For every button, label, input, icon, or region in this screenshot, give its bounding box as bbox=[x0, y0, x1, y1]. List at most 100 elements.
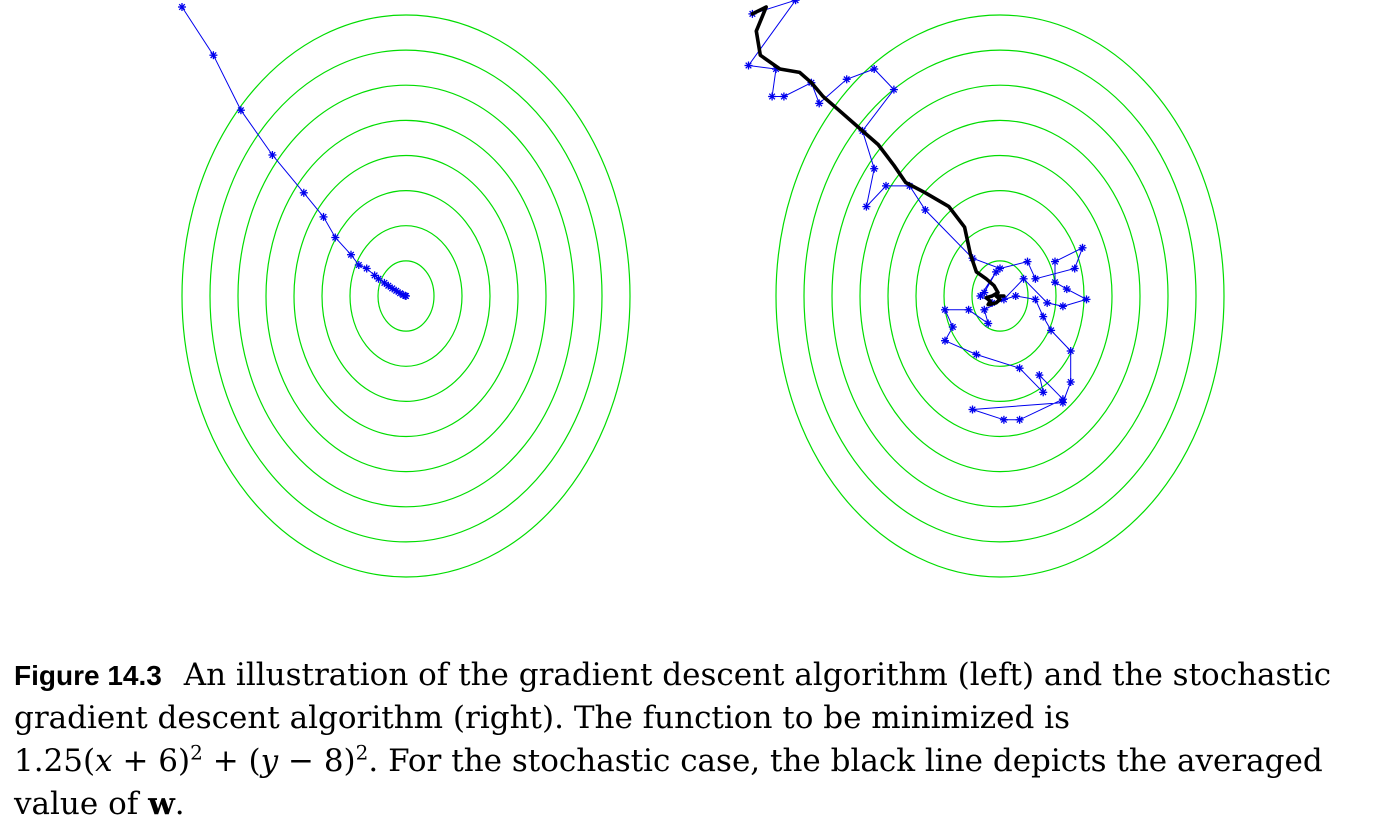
asterisk-stroke bbox=[745, 62, 752, 69]
contour-ellipse-1 bbox=[971, 260, 1029, 332]
right-iterate-marker bbox=[1051, 257, 1059, 266]
asterisk-stroke bbox=[1047, 327, 1055, 334]
asterisk-stroke bbox=[385, 282, 392, 289]
right-iterate-marker bbox=[1070, 264, 1079, 273]
asterisk-stroke bbox=[1067, 347, 1074, 355]
asterisk-stroke bbox=[388, 285, 396, 292]
right-iterate-marker bbox=[1031, 295, 1040, 304]
asterisk-stroke bbox=[269, 151, 276, 159]
right-iterate-marker bbox=[882, 181, 890, 190]
contour-ellipse-3 bbox=[321, 190, 491, 403]
asterisk-stroke bbox=[1024, 258, 1031, 265]
contour-ellipse-4 bbox=[293, 154, 519, 438]
right-iterate-marker bbox=[992, 267, 1001, 276]
caption-text-intro: An illustration of the gradient descent … bbox=[14, 657, 1332, 736]
asterisk-stroke bbox=[922, 206, 929, 214]
left-iterate-marker bbox=[299, 188, 308, 197]
right-iterate-marker bbox=[1066, 378, 1075, 386]
asterisk-stroke bbox=[1051, 258, 1059, 265]
asterisk-stroke bbox=[882, 182, 890, 190]
asterisk-stroke bbox=[355, 261, 363, 269]
asterisk-stroke bbox=[969, 406, 976, 413]
asterisk-stroke bbox=[992, 268, 1000, 276]
figure-label: Figure 14.3 bbox=[14, 660, 162, 691]
asterisk-stroke bbox=[396, 289, 404, 297]
contour-ellipse-1 bbox=[377, 260, 435, 332]
asterisk-stroke bbox=[363, 265, 370, 272]
figure-caption: Figure 14.3 An illustration of the gradi… bbox=[14, 654, 1394, 826]
right-iterate-marker bbox=[1066, 347, 1075, 355]
asterisk-stroke bbox=[392, 287, 400, 295]
asterisk-stroke bbox=[941, 306, 949, 314]
left-iterate-marker bbox=[362, 264, 371, 273]
right-iterate-marker bbox=[980, 305, 989, 314]
asterisk-stroke bbox=[792, 0, 797, 4]
right-iterate-marker bbox=[870, 164, 879, 173]
asterisk-stroke bbox=[973, 351, 980, 358]
formula-coef: 1.25( bbox=[14, 743, 96, 779]
right-iterate-marker bbox=[1039, 388, 1048, 397]
right-iterate-marker bbox=[1015, 415, 1024, 424]
asterisk-stroke bbox=[941, 337, 949, 344]
right-iterate-marker bbox=[921, 206, 930, 214]
asterisk-stroke bbox=[1071, 265, 1078, 272]
formula-x: x bbox=[95, 743, 113, 779]
asterisk-stroke bbox=[870, 165, 878, 172]
right-iterate-marker bbox=[779, 92, 788, 101]
asterisk-stroke bbox=[237, 106, 245, 114]
formula-mid3: − 8) bbox=[278, 743, 356, 779]
asterisk-stroke bbox=[1039, 389, 1047, 396]
caption-end: . bbox=[174, 786, 185, 822]
asterisk-stroke bbox=[1079, 244, 1086, 252]
right-iterate-marker bbox=[862, 202, 871, 211]
right-iterate-marker bbox=[1011, 292, 1020, 300]
right-iterate-marker bbox=[1082, 295, 1091, 304]
asterisk-stroke bbox=[890, 86, 898, 93]
asterisk-stroke bbox=[981, 289, 988, 296]
formula-mid2: + ( bbox=[202, 743, 261, 779]
contour-ellipse-7 bbox=[803, 49, 1197, 543]
averaged-w-line bbox=[750, 5, 1006, 307]
contour-ellipse-2 bbox=[349, 225, 463, 367]
contour-ellipse-8 bbox=[775, 14, 1225, 578]
right-iterate-marker bbox=[1031, 274, 1040, 283]
asterisk-stroke bbox=[1067, 378, 1074, 386]
right-panel-stochastic-gradient-descent bbox=[744, 0, 1225, 578]
formula-exp1: 2 bbox=[190, 740, 203, 765]
asterisk-stroke bbox=[178, 3, 186, 11]
right-iterate-marker bbox=[889, 85, 898, 94]
right-iterate-marker bbox=[984, 319, 993, 328]
asterisk-stroke bbox=[320, 213, 327, 221]
right-iterate-marker bbox=[1035, 371, 1044, 380]
right-iterate-marker bbox=[948, 323, 957, 331]
right-iterate-marker bbox=[1043, 298, 1052, 307]
asterisk-stroke bbox=[1039, 313, 1047, 320]
contour-ellipse-7 bbox=[209, 49, 603, 543]
asterisk-stroke bbox=[1059, 399, 1067, 406]
asterisk-stroke bbox=[402, 292, 410, 300]
right-iterate-marker bbox=[768, 92, 777, 101]
right-iterate-marker bbox=[972, 350, 981, 359]
left-iterate-marker bbox=[331, 233, 340, 242]
asterisk-stroke bbox=[347, 251, 355, 258]
asterisk-stroke bbox=[1059, 303, 1067, 310]
right-iterate-marker bbox=[1058, 302, 1067, 311]
asterisk-stroke bbox=[984, 320, 992, 327]
left-iterate-marker bbox=[347, 250, 355, 259]
left-iterate-marker bbox=[209, 51, 218, 60]
contour-ellipse-5 bbox=[859, 119, 1141, 473]
asterisk-stroke bbox=[1043, 299, 1051, 307]
left-iterate-marker bbox=[178, 3, 186, 11]
left-iterate-marker bbox=[402, 292, 410, 300]
asterisk-stroke bbox=[1020, 275, 1027, 283]
left-iterate-marker bbox=[268, 151, 277, 159]
asterisk-stroke bbox=[863, 203, 870, 210]
right-iterate-marker bbox=[1019, 274, 1028, 283]
right-iterate-marker bbox=[1058, 398, 1067, 407]
right-iterate-marker bbox=[968, 405, 977, 414]
right-iterate-marker bbox=[1078, 243, 1087, 252]
right-iterate-marker bbox=[1039, 312, 1048, 321]
asterisk-stroke bbox=[371, 272, 378, 279]
asterisk-stroke bbox=[768, 93, 776, 100]
asterisk-stroke bbox=[332, 234, 339, 241]
